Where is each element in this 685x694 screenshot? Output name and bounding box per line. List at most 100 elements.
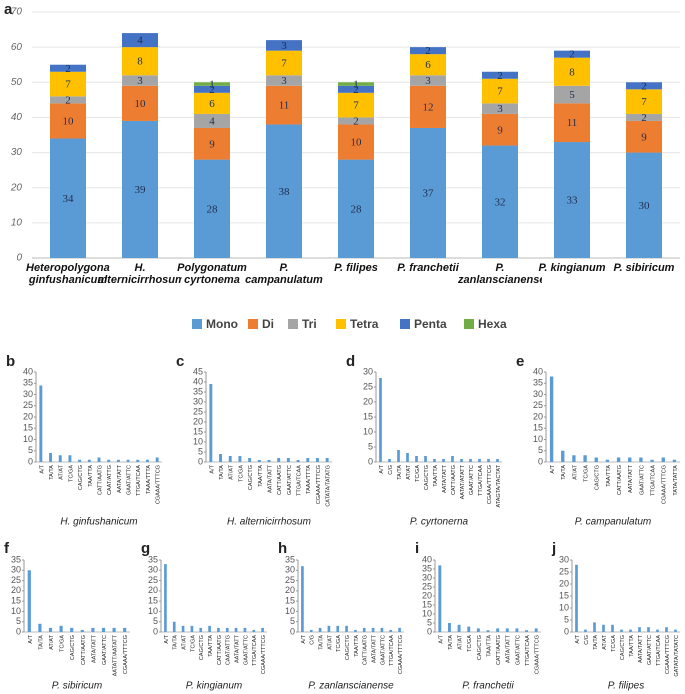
- bar-segment: [626, 152, 662, 258]
- y-tick-label: 15: [533, 423, 543, 433]
- bar: [467, 626, 471, 632]
- x-tick-label: GATATA/TATATC: [674, 635, 680, 677]
- bar: [80, 629, 84, 632]
- x-tick-label: A/T: [379, 464, 385, 473]
- panel-label: c: [176, 353, 184, 370]
- bar: [389, 629, 393, 632]
- y-tick-label: 10: [559, 602, 569, 612]
- bar-segment: [482, 71, 518, 79]
- bar: [380, 627, 384, 632]
- bar-segment: [554, 50, 590, 58]
- y-tick-label: 5: [28, 445, 33, 455]
- legend-label: Hexa: [478, 317, 507, 331]
- legend-swatch: [288, 319, 298, 329]
- y-tick-label: 0: [564, 626, 569, 636]
- x-tick-label: CATT/AATG: [496, 635, 502, 665]
- x-tick-label: TC/GA: [467, 635, 473, 652]
- x-tick-label: TA/TA: [49, 465, 55, 480]
- x-tick-label: TAA/TTA: [258, 465, 264, 487]
- x-tick-label: TC/GA: [60, 635, 66, 652]
- y-tick-label: 20: [285, 585, 295, 595]
- legend-label: Di: [262, 317, 274, 331]
- panel-label: g: [141, 540, 150, 557]
- bar: [248, 458, 252, 462]
- y-tick-label: 30: [11, 565, 21, 575]
- x-tick-label: TA/TA: [397, 465, 403, 480]
- bar: [49, 453, 52, 462]
- data-label: 11: [279, 100, 290, 112]
- x-tick-label: CAAT/ATTG: [226, 635, 232, 665]
- bar-segment: [626, 120, 662, 153]
- bar: [496, 459, 499, 462]
- y-tick-label: 60: [11, 42, 23, 53]
- y-tick-label: 35: [533, 378, 543, 388]
- x-tick-label: TA/TA: [38, 635, 44, 650]
- x-tick-label: CAG/CTG: [595, 465, 601, 490]
- data-label: 3: [497, 103, 503, 115]
- x-tick-label: TA/TA: [448, 635, 454, 650]
- x-tick-label: CAG/CTG: [248, 465, 254, 490]
- panel-caption: P. zanlanscianense: [308, 681, 394, 692]
- panel-label: e: [516, 353, 524, 370]
- x-tick-label: GAAT/ATTC: [515, 635, 521, 665]
- y-tick-label: 15: [193, 426, 203, 436]
- bar: [107, 459, 111, 462]
- y-tick-label: 25: [533, 400, 543, 410]
- y-tick-label: 20: [23, 411, 33, 421]
- bar: [325, 458, 329, 462]
- x-tick-label: GAAT/ATTC: [243, 635, 249, 665]
- legend-label: Tetra: [350, 317, 379, 331]
- bar: [190, 625, 194, 632]
- bar: [208, 625, 211, 632]
- x-tick-label: AATA/TATT: [628, 464, 634, 493]
- y-tick-label: 20: [363, 396, 373, 406]
- bar-segment: [122, 120, 158, 258]
- data-label: 2: [641, 80, 647, 92]
- bar: [327, 625, 331, 632]
- legend-swatch: [248, 319, 258, 329]
- x-tick-label: AT/AT: [327, 634, 333, 649]
- data-label: 28: [207, 203, 219, 215]
- legend-label: Tri: [302, 317, 317, 331]
- y-tick-label: 20: [559, 578, 569, 588]
- bar-segment: [338, 92, 374, 118]
- x-tick-label: CAG/CTG: [424, 465, 430, 490]
- x-tick-label: AATAT/ATATT: [460, 464, 466, 499]
- bar: [451, 456, 454, 462]
- x-tick-label: A/T: [39, 464, 45, 473]
- panel-caption: H. ginfushanicum: [60, 517, 137, 528]
- y-tick-label: 0: [16, 253, 22, 264]
- y-tick-label: 25: [193, 406, 203, 416]
- bar: [525, 630, 528, 632]
- x-label-box: P. filipes: [334, 262, 378, 274]
- y-tick-label: 10: [23, 434, 33, 444]
- bar-segment: [482, 113, 518, 146]
- x-tick-label: A/T: [164, 634, 170, 643]
- y-tick-label: 15: [363, 411, 373, 421]
- x-tick-label: A/T: [550, 464, 556, 473]
- bar: [487, 459, 490, 462]
- data-label: 8: [569, 66, 575, 78]
- y-tick-label: 10: [363, 426, 373, 436]
- x-tick-label: CGAAA/TTTCG: [487, 465, 493, 504]
- bar: [345, 625, 348, 632]
- x-tick-label: A/T: [28, 634, 34, 643]
- x-tick-label: H. alternicirrhosum: [98, 262, 182, 286]
- data-label: 2: [353, 84, 359, 96]
- x-tick-label: A/T: [438, 634, 444, 643]
- bar-segment: [338, 85, 374, 93]
- bar: [476, 628, 480, 632]
- x-tick-label: A/T: [575, 634, 581, 643]
- y-tick-label: 0: [538, 456, 543, 466]
- y-tick-label: 15: [422, 599, 432, 609]
- bar: [58, 455, 62, 462]
- x-tick-label: CGAAA/TTTCG: [662, 465, 668, 504]
- data-label: 4: [137, 35, 143, 47]
- bar-segment: [338, 117, 374, 125]
- bar: [628, 457, 632, 462]
- x-tick-label: AATA/TATT: [267, 464, 273, 493]
- bar: [27, 570, 31, 632]
- x-label-box: P. sibiricum: [614, 262, 675, 274]
- bar: [217, 627, 220, 632]
- bar-segment: [338, 82, 374, 86]
